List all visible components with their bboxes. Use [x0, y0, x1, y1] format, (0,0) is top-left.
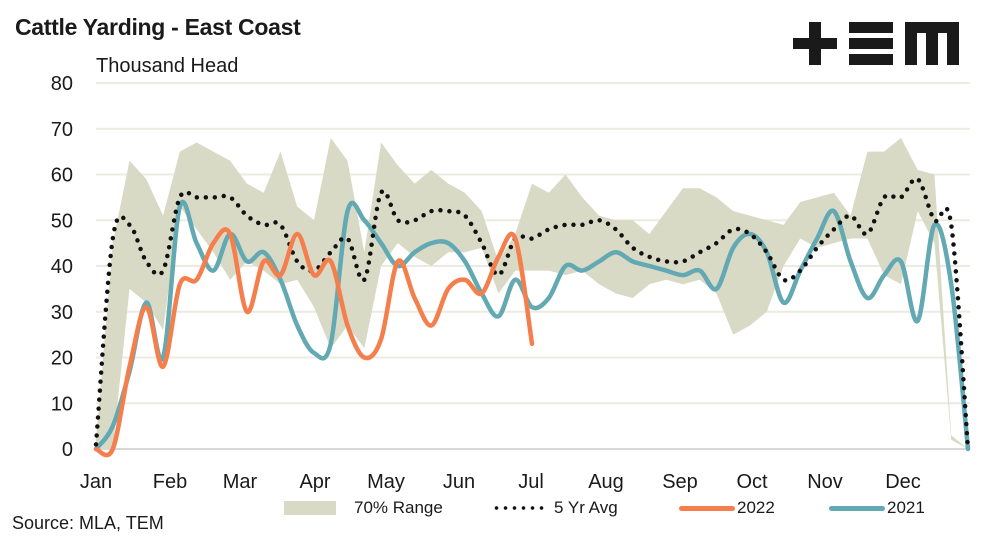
- series-line-2022: [93, 227, 535, 458]
- y-axis-ticks: 0 10 20 30 40 50 60 70 80: [51, 73, 73, 461]
- legend-item-2022: 2022: [679, 498, 775, 518]
- y-tick-label: 60: [51, 165, 73, 187]
- logo-e-top: [849, 22, 893, 33]
- x-tick-label: Feb: [153, 471, 187, 493]
- legend-label-range: 70% Range: [354, 498, 443, 517]
- logo-m-mid: [926, 22, 938, 65]
- x-axis-ticks: Jan Feb Mar Apr May Jun Jul Aug Sep Oct Nov Dec: [80, 471, 921, 493]
- series-line-5-yr-avg: [93, 176, 971, 452]
- x-tick-label: Apr: [299, 471, 330, 493]
- source-note: Source: MLA, TEM: [12, 513, 164, 533]
- legend-label-avg: 5 Yr Avg: [554, 498, 618, 517]
- y-tick-label: 10: [51, 393, 73, 415]
- legend-swatch-range: [284, 501, 336, 515]
- x-tick-label: Jan: [80, 471, 112, 493]
- legend-item-avg: 5 Yr Avg: [492, 498, 618, 518]
- legend: 70% Range 5 Yr Avg 2022 2021: [0, 498, 1006, 522]
- legend-label-2021: 2021: [887, 498, 925, 517]
- tem-logo: +EM: [793, 22, 959, 65]
- y-tick-label: 80: [51, 73, 73, 95]
- y-tick-label: 50: [51, 210, 73, 232]
- x-tick-label: Mar: [223, 471, 258, 493]
- x-tick-label: May: [367, 471, 405, 493]
- range-band-70pct: [96, 137, 968, 449]
- x-tick-label: Jul: [518, 471, 544, 493]
- x-tick-label: Dec: [885, 471, 921, 493]
- x-tick-label: Oct: [736, 471, 768, 493]
- logo-m-left: [905, 22, 917, 65]
- chart-title: Cattle Yarding - East Coast: [15, 14, 301, 40]
- y-tick-label: 40: [51, 256, 73, 278]
- logo-e-mid: [849, 38, 893, 49]
- y-tick-label: 30: [51, 302, 73, 324]
- legend-item-range: 70% Range: [284, 498, 443, 518]
- legend-swatch-avg: [492, 506, 544, 510]
- legend-swatch-2022: [679, 505, 735, 511]
- y-tick-label: 70: [51, 119, 73, 141]
- y-tick-label: 20: [51, 348, 73, 370]
- logo-plus-v: [809, 22, 821, 65]
- y-tick-label: 0: [62, 439, 73, 461]
- y-axis-unit-label: Thousand Head: [96, 55, 239, 77]
- legend-item-2021: 2021: [829, 498, 925, 518]
- x-tick-label: Sep: [662, 471, 698, 493]
- legend-swatch-2021: [829, 505, 885, 511]
- legend-label-2022: 2022: [737, 498, 775, 517]
- x-tick-label: Jun: [443, 471, 475, 493]
- logo-e-bot: [849, 54, 893, 65]
- series-layer: [93, 137, 971, 458]
- x-tick-label: Aug: [588, 471, 624, 493]
- logo-m-right: [947, 22, 959, 65]
- x-tick-label: Nov: [807, 471, 843, 493]
